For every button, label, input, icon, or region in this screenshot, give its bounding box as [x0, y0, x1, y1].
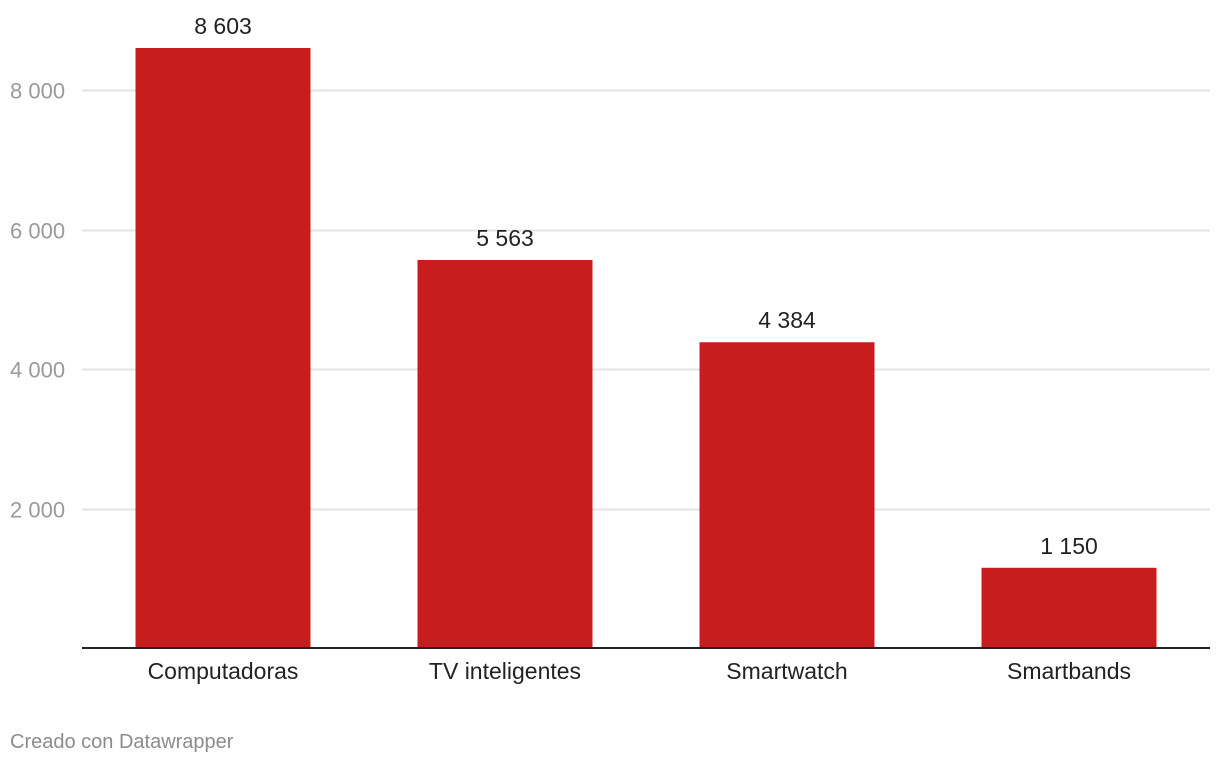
y-tick-label: 8 000	[10, 79, 65, 104]
y-tick-label: 6 000	[10, 219, 65, 244]
value-label: 8 603	[194, 13, 252, 39]
y-tick-label: 2 000	[10, 498, 65, 523]
value-label: 4 384	[758, 307, 816, 333]
bar	[699, 342, 875, 648]
axes: 2 000 4 000 6 000 8 000 Computadoras TV intel…	[10, 79, 1210, 684]
value-label: 5 563	[476, 225, 534, 251]
data-labels: 8 603 5 563 4 384 1 150	[194, 13, 1098, 559]
category-label: TV inteligentes	[429, 658, 581, 684]
credit-text: Creado con Datawrapper	[10, 731, 234, 753]
category-label: Computadoras	[148, 658, 299, 684]
bars	[135, 48, 1157, 648]
bar	[417, 260, 593, 648]
category-label: Smartbands	[1007, 658, 1131, 684]
y-tick-label: 4 000	[10, 358, 65, 383]
category-label: Smartwatch	[726, 658, 847, 684]
value-label: 1 150	[1040, 533, 1098, 559]
bar	[981, 567, 1157, 648]
bar	[135, 48, 311, 648]
